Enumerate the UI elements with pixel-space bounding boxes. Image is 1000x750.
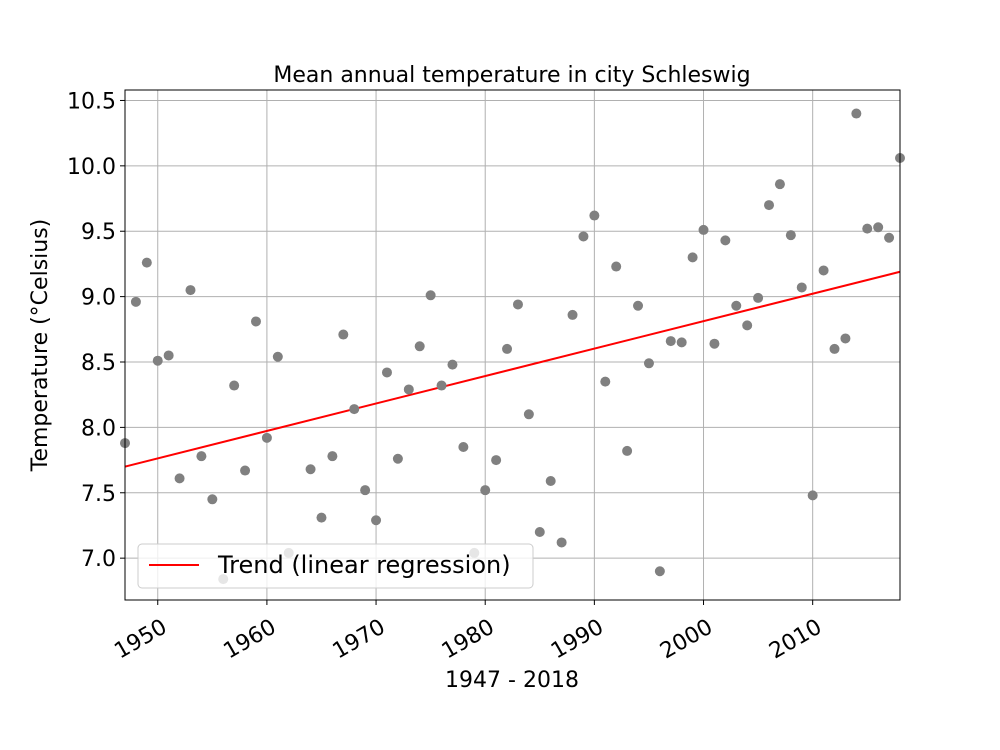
data-point xyxy=(360,485,371,496)
data-point xyxy=(753,292,764,303)
data-point xyxy=(447,359,458,370)
x-tick-label: 1980 xyxy=(438,615,499,665)
data-point xyxy=(349,404,360,415)
x-tick-label: 1960 xyxy=(220,615,281,665)
y-tick-label: 7.5 xyxy=(81,482,116,507)
data-point xyxy=(534,527,545,537)
data-point xyxy=(578,231,589,242)
data-point xyxy=(851,108,862,119)
data-point xyxy=(207,494,218,505)
data-point xyxy=(796,282,807,293)
data-point xyxy=(425,290,436,301)
data-point xyxy=(502,343,513,354)
data-point xyxy=(185,285,196,296)
data-point xyxy=(818,265,829,276)
data-point xyxy=(731,300,742,311)
data-point xyxy=(665,336,676,347)
y-tick-label: 7.0 xyxy=(81,547,116,572)
data-point xyxy=(523,409,534,420)
data-point xyxy=(567,309,578,320)
data-point xyxy=(240,465,251,476)
data-point xyxy=(633,300,644,311)
data-point xyxy=(600,376,611,387)
data-point xyxy=(873,222,884,233)
y-axis-label: Temperature (°Celsius) xyxy=(28,219,53,473)
data-point xyxy=(611,261,622,272)
chart-title: Mean annual temperature in city Schleswi… xyxy=(273,63,750,88)
data-point xyxy=(392,453,403,464)
x-axis-ticks: 1950 1960 1970 1980 1990 2000 2010 xyxy=(110,600,826,664)
y-tick-label: 9.5 xyxy=(81,220,116,245)
data-point xyxy=(764,200,775,211)
data-point xyxy=(381,367,392,378)
data-point xyxy=(654,566,665,577)
data-point xyxy=(130,296,141,307)
x-tick-label: 2010 xyxy=(765,615,826,665)
data-point xyxy=(196,451,207,462)
data-point xyxy=(512,299,523,310)
data-point xyxy=(174,473,185,484)
y-tick-label: 10.0 xyxy=(67,155,116,180)
data-point xyxy=(545,476,556,486)
y-tick-label: 8.5 xyxy=(81,351,116,376)
y-tick-label: 9.0 xyxy=(81,286,116,311)
x-tick-label: 2000 xyxy=(656,615,717,665)
data-point xyxy=(141,257,152,268)
data-point xyxy=(229,380,240,391)
data-point xyxy=(720,235,731,246)
data-point xyxy=(785,230,796,241)
data-point xyxy=(163,350,174,361)
data-point xyxy=(622,445,633,456)
data-point xyxy=(414,341,425,352)
x-tick-label: 1950 xyxy=(110,615,171,665)
data-point xyxy=(491,455,502,466)
data-point xyxy=(436,380,447,391)
data-point xyxy=(709,338,720,349)
data-point xyxy=(371,515,382,526)
data-point xyxy=(272,351,283,362)
data-point xyxy=(687,252,698,263)
legend: Trend (linear regression) xyxy=(137,543,534,589)
data-point xyxy=(458,442,469,452)
data-point xyxy=(152,355,163,366)
data-point xyxy=(829,343,840,354)
data-point xyxy=(261,432,272,443)
data-point xyxy=(305,464,316,475)
x-axis-label: 1947 - 2018 xyxy=(445,668,579,693)
legend-trend-label: Trend (linear regression) xyxy=(217,551,511,579)
data-point xyxy=(250,316,261,327)
data-point xyxy=(807,490,818,501)
data-point xyxy=(884,232,895,243)
data-point xyxy=(840,333,851,344)
data-point xyxy=(742,320,753,331)
y-tick-label: 8.0 xyxy=(81,416,116,441)
data-point xyxy=(338,329,349,340)
data-point xyxy=(862,223,873,234)
y-axis-ticks: 7.0 7.5 8.0 8.5 9.0 9.5 10.0 10.5 xyxy=(67,89,125,572)
data-point xyxy=(403,384,414,395)
data-point xyxy=(774,179,785,190)
data-point xyxy=(556,537,567,548)
data-point xyxy=(589,210,600,221)
y-tick-label: 10.5 xyxy=(67,89,116,114)
data-point xyxy=(316,512,327,523)
scatter-points xyxy=(120,108,905,585)
data-point xyxy=(327,451,338,462)
data-point xyxy=(698,224,709,235)
data-point xyxy=(643,358,654,369)
data-point xyxy=(676,337,687,348)
trend-line-layer xyxy=(124,270,901,468)
legend-box xyxy=(137,543,534,589)
data-point xyxy=(480,485,491,496)
x-tick-label: 1970 xyxy=(329,615,390,665)
x-tick-label: 1990 xyxy=(547,615,608,665)
plot-frame xyxy=(124,89,901,601)
trend-line xyxy=(124,270,901,468)
grid-lines xyxy=(125,90,900,600)
